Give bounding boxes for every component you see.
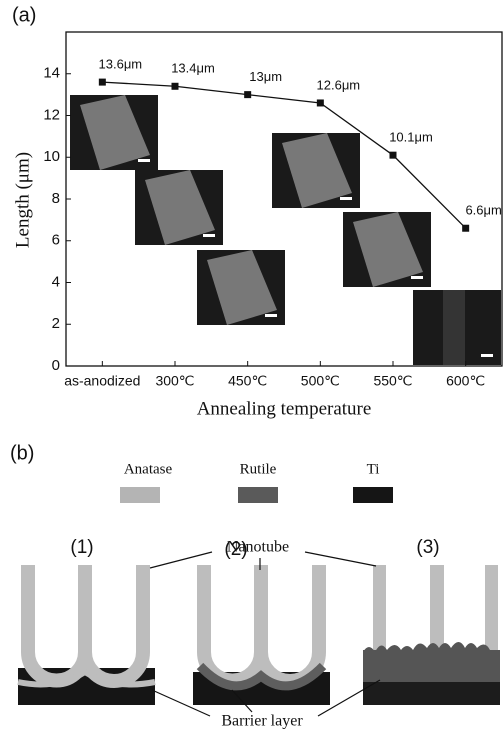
y-tick-label: 10 (43, 148, 60, 165)
x-tick-label: 450℃ (228, 373, 267, 389)
figure: (a) Annealing temperature Length (μm) (b… (0, 0, 504, 734)
structure (363, 565, 500, 705)
value-label: 12.6μm (317, 77, 361, 92)
y-tick-label: 6 (52, 232, 60, 249)
stage-label: (1) (70, 537, 93, 558)
swatch (120, 487, 160, 503)
marker (244, 91, 251, 98)
inset-tube (443, 290, 465, 365)
scale-bar (340, 197, 352, 200)
y-axis-label: Length (μm) (12, 152, 33, 248)
legend-label: Anatase (124, 461, 173, 477)
value-label: 13.4μm (171, 61, 215, 76)
legend-label: Ti (367, 461, 380, 477)
marker (317, 99, 324, 106)
scale-bar (203, 234, 215, 237)
y-tick-label: 2 (52, 315, 60, 332)
stage-label: (3) (416, 537, 439, 558)
y-tick-label: 0 (52, 357, 60, 374)
x-axis-label: Annealing temperature (197, 398, 372, 419)
swatch (238, 487, 278, 503)
marker (390, 152, 397, 159)
swatch (353, 487, 393, 503)
marker (99, 79, 106, 86)
x-tick-label: as-anodized (64, 373, 140, 389)
y-tick-label: 14 (43, 65, 60, 82)
structure (193, 565, 330, 705)
x-tick-label: 550℃ (373, 373, 412, 389)
marker (172, 83, 179, 90)
panel-label: (b) (10, 442, 34, 464)
annotation: Nanotube (227, 539, 289, 556)
annotation: Barrier layer (221, 713, 303, 730)
y-tick-label: 12 (43, 106, 60, 123)
scale-bar (265, 314, 277, 317)
x-tick-label: 600℃ (446, 373, 485, 389)
insets (70, 95, 501, 365)
legend-label: Rutile (240, 461, 277, 477)
value-label: 13μm (249, 69, 282, 84)
x-tick-label: 500℃ (301, 373, 340, 389)
scale-bar (481, 354, 493, 357)
x-tick-label: 300℃ (155, 373, 194, 389)
y-tick-label: 4 (52, 273, 60, 290)
value-label: 6.6μm (465, 203, 501, 218)
value-label: 10.1μm (389, 130, 433, 145)
marker (462, 225, 469, 232)
scale-bar (138, 159, 150, 162)
panel-label: (a) (12, 4, 36, 26)
value-label: 13.6μm (99, 57, 143, 72)
y-tick-label: 8 (52, 190, 60, 207)
scale-bar (411, 276, 423, 279)
structure (18, 565, 155, 705)
